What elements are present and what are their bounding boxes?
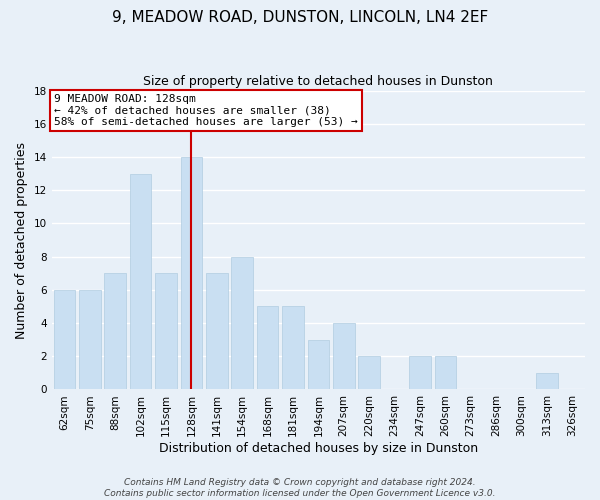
Bar: [232, 256, 253, 390]
Bar: [79, 290, 101, 390]
Bar: [358, 356, 380, 390]
Bar: [434, 356, 456, 390]
Bar: [104, 273, 126, 390]
Text: 9 MEADOW ROAD: 128sqm
← 42% of detached houses are smaller (38)
58% of semi-deta: 9 MEADOW ROAD: 128sqm ← 42% of detached …: [55, 94, 358, 126]
X-axis label: Distribution of detached houses by size in Dunston: Distribution of detached houses by size …: [159, 442, 478, 455]
Bar: [409, 356, 431, 390]
Bar: [333, 323, 355, 390]
Bar: [206, 273, 227, 390]
Y-axis label: Number of detached properties: Number of detached properties: [15, 142, 28, 338]
Bar: [282, 306, 304, 390]
Bar: [181, 157, 202, 390]
Text: 9, MEADOW ROAD, DUNSTON, LINCOLN, LN4 2EF: 9, MEADOW ROAD, DUNSTON, LINCOLN, LN4 2E…: [112, 10, 488, 25]
Bar: [155, 273, 177, 390]
Bar: [257, 306, 278, 390]
Text: Contains HM Land Registry data © Crown copyright and database right 2024.
Contai: Contains HM Land Registry data © Crown c…: [104, 478, 496, 498]
Bar: [130, 174, 151, 390]
Bar: [53, 290, 75, 390]
Title: Size of property relative to detached houses in Dunston: Size of property relative to detached ho…: [143, 75, 493, 88]
Bar: [308, 340, 329, 390]
Bar: [536, 373, 557, 390]
